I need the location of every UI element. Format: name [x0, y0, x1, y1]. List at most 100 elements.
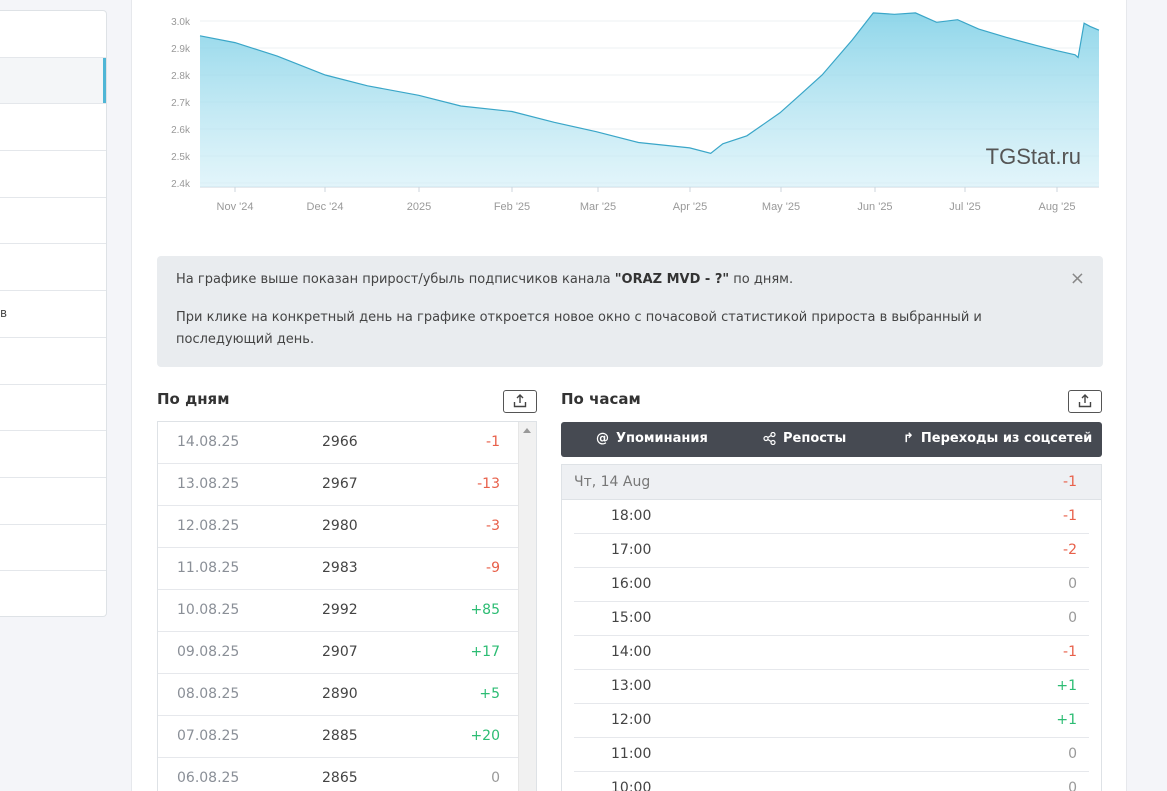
- sidebar-item[interactable]: [0, 57, 106, 105]
- sidebar-item[interactable]: [0, 338, 106, 385]
- days-table[interactable]: 14.08.25 2966 -1 13.08.25 2967 -13 12.08.25 298…: [157, 421, 537, 791]
- y-tick-label: 2.4k: [171, 179, 191, 190]
- day-date: 11.08.25: [177, 560, 240, 576]
- hour-delta: +1: [1056, 678, 1077, 694]
- x-tick-label: Apr '25: [673, 201, 708, 213]
- sidebar-item-label: в: [0, 306, 8, 321]
- hour-time: 17:00: [611, 542, 652, 558]
- sidebar-item[interactable]: [0, 431, 106, 478]
- day-row[interactable]: 10.08.25 2992 +85: [158, 590, 519, 632]
- day-date: 07.08.25: [177, 728, 240, 744]
- mentions-button[interactable]: @ Упоминания: [596, 431, 708, 446]
- alert-line1: На графике выше показан прирост/убыль по…: [176, 269, 1063, 291]
- hour-time: 13:00: [611, 678, 652, 694]
- day-delta: +85: [470, 602, 500, 618]
- hour-row: 11:00 0: [574, 738, 1089, 772]
- chart-area: [200, 12, 1099, 188]
- day-delta: +5: [479, 686, 500, 702]
- day-date: 06.08.25: [177, 770, 240, 786]
- hours-day-label: Чт, 14 Aug: [574, 474, 651, 490]
- day-row[interactable]: 07.08.25 2885 +20: [158, 716, 519, 758]
- hour-row: 10:00 0: [574, 772, 1089, 791]
- info-alert: На графике выше показан прирост/убыль по…: [157, 256, 1103, 367]
- day-subscribers: 2907: [322, 644, 358, 660]
- x-tick-label: Jul '25: [949, 201, 980, 213]
- hour-delta: +1: [1056, 712, 1077, 728]
- chart-watermark: TGStat.ru: [986, 144, 1081, 169]
- hours-table: Чт, 14 Aug -1 18:00 -1 17:00 -2 16:00 0 15:00 0…: [561, 464, 1102, 791]
- hours-day-delta: -1: [1063, 474, 1077, 490]
- x-tick-label: Nov '24: [217, 201, 254, 213]
- day-row[interactable]: 06.08.25 2865 0: [158, 758, 519, 791]
- x-tick-label: Dec '24: [307, 201, 344, 213]
- sidebar-item[interactable]: [0, 525, 106, 572]
- subscribers-chart[interactable]: 2.4k 2.5k 2.6k 2.7k 2.8k 2.9k 3.0k Nov '24 Dec …: [132, 0, 1128, 225]
- sidebar-item[interactable]: [0, 385, 106, 432]
- y-tick-label: 3.0k: [171, 17, 191, 28]
- sidebar-item[interactable]: [0, 244, 106, 292]
- hours-toolbar: @ Упоминания Репосты ↱ Переходы из соцсе…: [561, 422, 1102, 457]
- share-arrow-icon: ↱: [903, 431, 914, 446]
- day-subscribers: 2865: [322, 770, 358, 786]
- close-icon[interactable]: ×: [1069, 268, 1085, 289]
- day-subscribers: 2890: [322, 686, 358, 702]
- x-tick-label: Mar '25: [580, 201, 616, 213]
- y-tick-label: 2.9k: [171, 44, 191, 55]
- hour-row: 15:00 0: [574, 602, 1089, 636]
- days-scrollbar[interactable]: [518, 422, 536, 791]
- hour-time: 18:00: [611, 508, 652, 524]
- day-subscribers: 2980: [322, 518, 358, 534]
- x-tick-label: Aug '25: [1039, 201, 1076, 213]
- hour-delta: -1: [1063, 508, 1077, 524]
- day-row[interactable]: 09.08.25 2907 +17: [158, 632, 519, 674]
- hour-delta: 0: [1068, 746, 1077, 762]
- chart-svg[interactable]: 2.4k 2.5k 2.6k 2.7k 2.8k 2.9k 3.0k Nov '24 Dec …: [132, 0, 1128, 225]
- alert-line2: При клике на конкретный день на графике …: [176, 310, 982, 347]
- sidebar-item[interactable]: в: [0, 291, 106, 338]
- share-icon: [763, 432, 776, 445]
- day-date: 08.08.25: [177, 686, 240, 702]
- hour-delta: 0: [1068, 780, 1077, 791]
- sidebar-item[interactable]: [0, 151, 106, 198]
- day-delta: -9: [486, 560, 500, 576]
- sidebar-item[interactable]: [0, 11, 106, 58]
- hour-time: 16:00: [611, 576, 652, 592]
- day-row[interactable]: 13.08.25 2967 -13: [158, 464, 519, 506]
- hour-time: 12:00: [611, 712, 652, 728]
- day-row[interactable]: 14.08.25 2966 -1: [158, 422, 519, 464]
- sidebar-item[interactable]: [0, 478, 106, 525]
- sidebar-item[interactable]: [0, 198, 106, 245]
- day-row[interactable]: 12.08.25 2980 -3: [158, 506, 519, 548]
- day-delta: -3: [486, 518, 500, 534]
- hour-row: 13:00 +1: [574, 670, 1089, 704]
- x-tick-label: Jun '25: [857, 201, 892, 213]
- alert-text-post: по дням.: [729, 272, 794, 287]
- sidebar-item[interactable]: [0, 104, 106, 152]
- main-card: 2.4k 2.5k 2.6k 2.7k 2.8k 2.9k 3.0k Nov '24 Dec …: [131, 0, 1127, 791]
- hour-delta: -1: [1063, 644, 1077, 660]
- day-date: 12.08.25: [177, 518, 240, 534]
- day-subscribers: 2885: [322, 728, 358, 744]
- hour-time: 11:00: [611, 746, 652, 762]
- hour-delta: 0: [1068, 610, 1077, 626]
- day-row[interactable]: 11.08.25 2983 -9: [158, 548, 519, 590]
- scroll-up-icon[interactable]: [523, 428, 531, 433]
- day-delta: 0: [491, 770, 500, 786]
- x-tick-label: Feb '25: [494, 201, 530, 213]
- day-delta: -1: [486, 434, 500, 450]
- hours-export-button[interactable]: [1068, 390, 1102, 413]
- sidebar-item[interactable]: [0, 571, 106, 616]
- day-delta: +20: [470, 728, 500, 744]
- social-referrals-button[interactable]: ↱ Переходы из соцсетей: [903, 431, 1092, 446]
- reposts-label: Репосты: [783, 431, 847, 446]
- y-tick-label: 2.7k: [171, 98, 191, 109]
- hour-delta: 0: [1068, 576, 1077, 592]
- chart-line: [199, 12, 1100, 154]
- day-date: 09.08.25: [177, 644, 240, 660]
- days-title: По дням: [157, 390, 230, 408]
- x-tick-label: May '25: [762, 201, 800, 213]
- reposts-button[interactable]: Репосты: [763, 431, 846, 446]
- day-row[interactable]: 08.08.25 2890 +5: [158, 674, 519, 716]
- hours-day-header[interactable]: Чт, 14 Aug -1: [562, 465, 1101, 500]
- days-export-button[interactable]: [503, 390, 537, 413]
